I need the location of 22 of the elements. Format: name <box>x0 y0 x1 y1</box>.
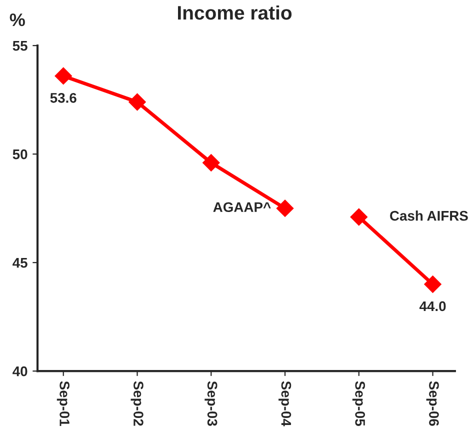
x-tick-label: Sep-03 <box>204 381 218 426</box>
y-axis-title: % <box>10 13 25 26</box>
y-tick-label: 45 <box>12 258 28 268</box>
y-tick-label: 40 <box>12 366 28 376</box>
x-tick-label: Sep-04 <box>278 381 292 426</box>
y-tick-label: 50 <box>12 149 28 160</box>
point <box>350 208 368 226</box>
chart-title: Income ratio <box>178 5 292 20</box>
y-tick-label: 55 <box>12 41 28 51</box>
data-label: 53.6 <box>50 92 76 103</box>
data-label: 44.0 <box>419 301 446 312</box>
x-tick-label: Sep-06 <box>426 381 439 426</box>
point <box>54 67 72 84</box>
x-tick-label: Sep-01 <box>56 381 70 426</box>
x-tick-label: Sep-05 <box>352 381 365 426</box>
point <box>424 276 442 293</box>
annotation: Cash AIFRS <box>390 210 468 221</box>
annotation: AGAAP^ <box>213 202 271 212</box>
x-tick-label: Sep-02 <box>130 381 144 426</box>
point <box>128 93 146 111</box>
point <box>276 200 294 217</box>
point <box>202 154 220 172</box>
